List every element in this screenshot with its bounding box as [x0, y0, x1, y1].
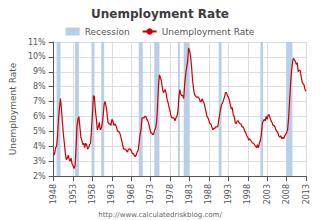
- svg-text:2008: 2008: [282, 184, 291, 204]
- svg-text:1978: 1978: [166, 184, 175, 204]
- svg-text:Unemployment Rate: Unemployment Rate: [91, 7, 229, 21]
- svg-text:Unemployment Rate: Unemployment Rate: [162, 27, 255, 37]
- svg-text:1983: 1983: [185, 184, 194, 204]
- svg-text:1998: 1998: [243, 184, 252, 204]
- svg-text:1993: 1993: [224, 184, 233, 204]
- svg-text:http://www.calculatedriskblog.: http://www.calculatedriskblog.com/: [98, 211, 222, 219]
- svg-text:10%: 10%: [28, 52, 46, 61]
- svg-text:8%: 8%: [33, 82, 46, 91]
- svg-text:11%: 11%: [28, 38, 46, 47]
- svg-text:4%: 4%: [33, 142, 46, 151]
- svg-text:7%: 7%: [33, 97, 46, 106]
- svg-text:1948: 1948: [49, 184, 58, 204]
- svg-text:1968: 1968: [127, 184, 136, 204]
- svg-text:2003: 2003: [263, 184, 272, 204]
- svg-text:2%: 2%: [33, 172, 46, 181]
- svg-text:2013: 2013: [302, 184, 311, 204]
- svg-text:5%: 5%: [33, 127, 46, 136]
- svg-text:1953: 1953: [69, 184, 78, 204]
- svg-text:1958: 1958: [88, 184, 97, 204]
- svg-text:1973: 1973: [146, 184, 155, 204]
- svg-text:Recession: Recession: [85, 27, 130, 37]
- svg-text:3%: 3%: [33, 157, 46, 166]
- svg-text:9%: 9%: [33, 67, 46, 76]
- svg-text:1963: 1963: [107, 184, 116, 204]
- svg-text:1988: 1988: [204, 184, 213, 204]
- svg-text:6%: 6%: [33, 112, 46, 121]
- svg-text:Unemployment Rate: Unemployment Rate: [8, 62, 18, 155]
